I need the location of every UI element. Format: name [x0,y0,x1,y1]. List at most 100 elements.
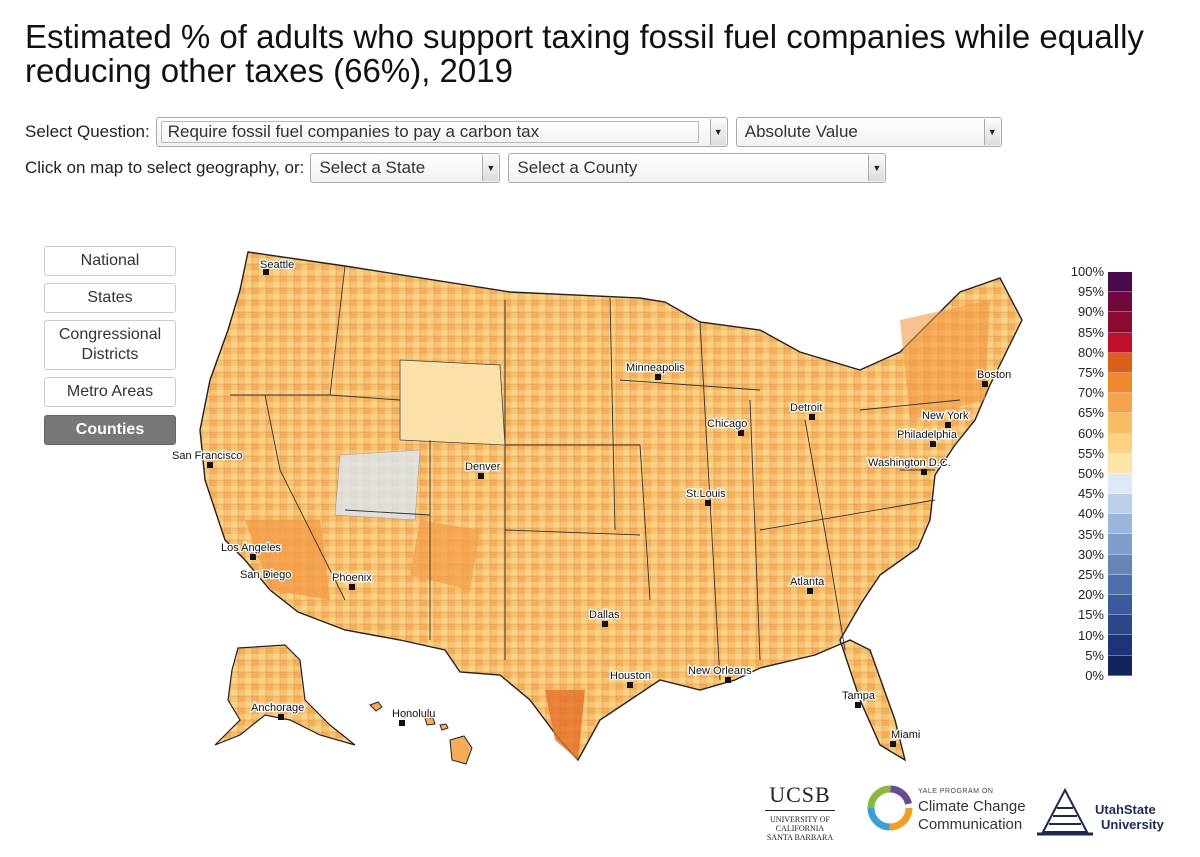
legend-label: 95% [1077,284,1104,300]
city-label: Los Angeles [221,542,281,554]
state-select[interactable]: Select a State ▼ [310,153,501,183]
city-marker [627,682,633,688]
legend-swatch [1108,453,1132,474]
legend-swatch [1108,292,1132,313]
geography-label: Click on map to select geography, or: [25,158,305,177]
legend-swatch [1108,433,1132,454]
yale-line1: Climate Change [918,798,1026,815]
geography-row: Click on map to select geography, or: Se… [25,153,894,183]
city-label: Houston [610,670,651,682]
yale-logo: YALE PROGRAM ON Climate Change Communica… [865,778,1035,838]
states-button-label: States [87,289,133,306]
city-label: Tampa [842,690,876,702]
legend-swatch [1108,473,1132,495]
city-marker [263,269,269,275]
ucsb-sub2: SANTA BARBARA [766,833,834,842]
city-marker [602,621,608,627]
state-select-value: Select a State [319,158,426,177]
page-title: Estimated % of adults who support taxing… [25,18,1144,89]
city-marker [263,572,269,578]
legend-swatch [1108,574,1132,595]
legend-swatch [1108,595,1132,616]
utah-state-logo: UtahState University [1035,780,1175,840]
measure-select[interactable]: Absolute Value ▼ [735,117,1002,147]
city-marker [809,414,815,420]
chevron-down-icon: ▼ [983,119,1000,145]
city-label: Seattle [260,259,294,271]
legend-swatch [1108,554,1132,575]
city-marker [890,741,896,747]
city-label: Detroit [790,402,822,414]
legend-swatch [1108,615,1132,636]
utah-building-icon [1037,787,1093,836]
congressional-districts-button[interactable]: Congressional Districts [44,320,176,370]
city-label: Honolulu [392,708,435,720]
legend-swatch [1108,494,1132,515]
city-label: San Diego [240,569,291,581]
ucsb-wordmark: UCSB [765,782,835,811]
city-label: Miami [891,729,920,741]
city-marker [705,500,711,506]
question-row: Select Question: Require fossil fuel com… [25,117,1010,147]
question-select[interactable]: Require fossil fuel companies to pay a c… [155,117,728,147]
contiguous-us[interactable] [199,251,1023,762]
city-marker [945,422,951,428]
city-marker [982,381,988,387]
legend-label: 20% [1077,587,1104,603]
counties-button[interactable]: Counties [44,415,176,445]
ucsb-sub1: UNIVERSITY OF CALIFORNIA [770,815,830,833]
legend-swatch [1108,534,1132,555]
legend-swatch [1108,393,1132,414]
legend-label: 90% [1077,304,1104,320]
city-label: New Orleans [688,665,752,677]
legend-swatch [1108,352,1132,373]
metro-areas-button-label: Metro Areas [66,383,154,400]
city-label: Boston [977,369,1011,381]
city-label: Chicago [707,418,747,430]
legend-swatch [1108,413,1132,434]
city-marker [807,588,813,594]
utah-line1: UtahState [1095,802,1156,817]
alaska[interactable] [214,644,356,746]
yale-ring-icon [867,785,913,831]
chevron-down-icon: ▼ [709,119,726,145]
legend-label: 5% [1085,647,1104,663]
legend-label: 70% [1077,385,1104,401]
question-select-value: Require fossil fuel companies to pay a c… [167,122,540,141]
county-select-value: Select a County [517,158,638,177]
county-select[interactable]: Select a County ▼ [508,153,887,183]
legend-label: 50% [1077,466,1104,481]
city-marker [930,441,936,447]
chevron-down-icon: ▼ [482,155,499,181]
chevron-down-icon: ▼ [868,155,885,181]
city-marker [921,469,927,475]
states-button[interactable]: States [44,283,176,313]
national-button-label: National [80,252,140,269]
legend-label: 100% [1070,264,1104,279]
city-marker [478,473,484,479]
counties-button-label: Counties [75,421,145,438]
legend-label: 55% [1077,445,1104,461]
city-label: Anchorage [251,702,304,714]
hawaii[interactable] [369,701,473,765]
city-marker [278,714,284,720]
legend-label: 10% [1077,627,1104,643]
measure-select-value: Absolute Value [744,122,858,141]
legend-label: 60% [1077,425,1104,441]
city-label: Philadelphia [897,429,958,441]
national-button[interactable]: National [44,246,176,276]
metro-areas-button[interactable]: Metro Areas [44,377,176,407]
city-label: New York [922,410,969,422]
legend-label: 15% [1077,607,1104,623]
city-marker [738,430,744,436]
utah-line2: University [1101,817,1164,832]
city-marker [399,720,405,726]
city-marker [349,584,355,590]
city-markers: Seattle San Francisco Los Angeles San Diego… [171,258,1013,747]
legend-label: 40% [1077,506,1104,522]
yale-top-text: YALE PROGRAM ON [918,788,994,795]
city-marker [250,554,256,560]
legend-label: 25% [1077,567,1104,582]
legend-label: 0% [1085,668,1104,683]
legend-label: 85% [1077,324,1104,340]
